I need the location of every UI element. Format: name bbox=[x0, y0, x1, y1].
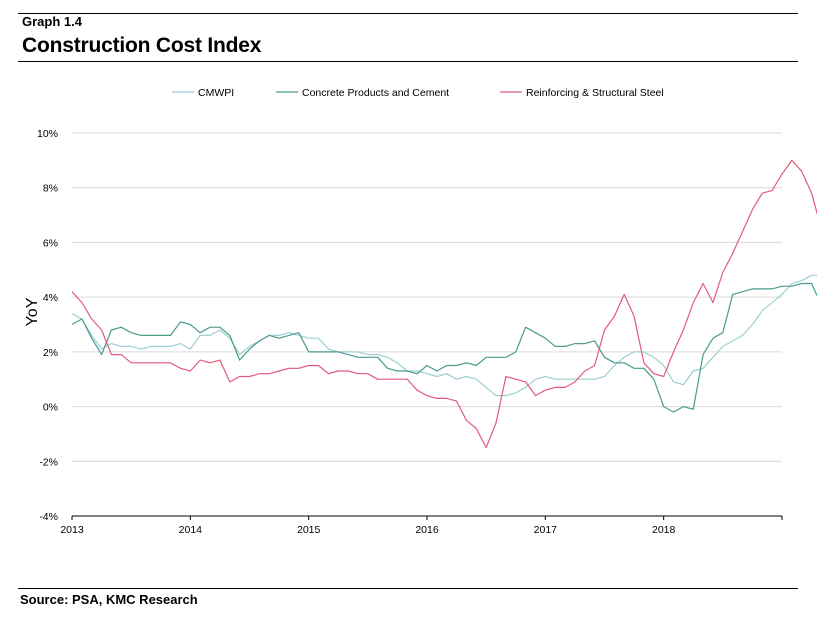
x-tick-label: 2017 bbox=[534, 524, 558, 536]
x-tick-label: 2016 bbox=[415, 524, 439, 536]
x-tick-label: 2018 bbox=[652, 524, 676, 536]
y-tick-label: 6% bbox=[43, 237, 58, 249]
y-tick-label: 4% bbox=[43, 292, 58, 304]
series-lines bbox=[71, 159, 817, 449]
bottom-rule bbox=[18, 588, 798, 589]
series-line-0 bbox=[71, 274, 817, 397]
x-axis: 2013 2014 2015 2016 2017 2018 bbox=[60, 515, 783, 536]
y-tick-label: 2% bbox=[43, 347, 58, 359]
y-axis: 10% 8% 6% 4% 2% 0% -2% -4% bbox=[37, 128, 58, 523]
series-line-2 bbox=[71, 159, 817, 449]
y-tick-label: -2% bbox=[39, 456, 58, 468]
legend-label-1: Concrete Products and Cement bbox=[302, 87, 449, 99]
x-tick-label: 2014 bbox=[179, 524, 203, 536]
y-tick-label: -4% bbox=[39, 511, 58, 523]
source-note: Source: PSA, KMC Research bbox=[20, 592, 198, 607]
legend: CMWPI Concrete Products and Cement Reinfor… bbox=[172, 87, 664, 99]
x-tick-label: 2013 bbox=[60, 524, 84, 536]
chart-title: Construction Cost Index bbox=[22, 34, 262, 57]
legend-label-2: Reinforcing & Structural Steel bbox=[526, 87, 664, 99]
x-tick-label: 2015 bbox=[297, 524, 321, 536]
y-axis-title: YoY bbox=[24, 297, 41, 326]
legend-label-0: CMWPI bbox=[198, 87, 234, 99]
y-tick-label: 0% bbox=[43, 402, 58, 414]
y-tick-label: 10% bbox=[37, 128, 58, 140]
graph-label: Graph 1.4 bbox=[22, 14, 82, 29]
title-rule bbox=[18, 61, 798, 62]
y-tick-label: 8% bbox=[43, 183, 58, 195]
chart: CMWPI Concrete Products and Cement Reinfor… bbox=[24, 87, 817, 536]
series-line-1 bbox=[71, 282, 817, 413]
top-rule bbox=[18, 13, 798, 14]
